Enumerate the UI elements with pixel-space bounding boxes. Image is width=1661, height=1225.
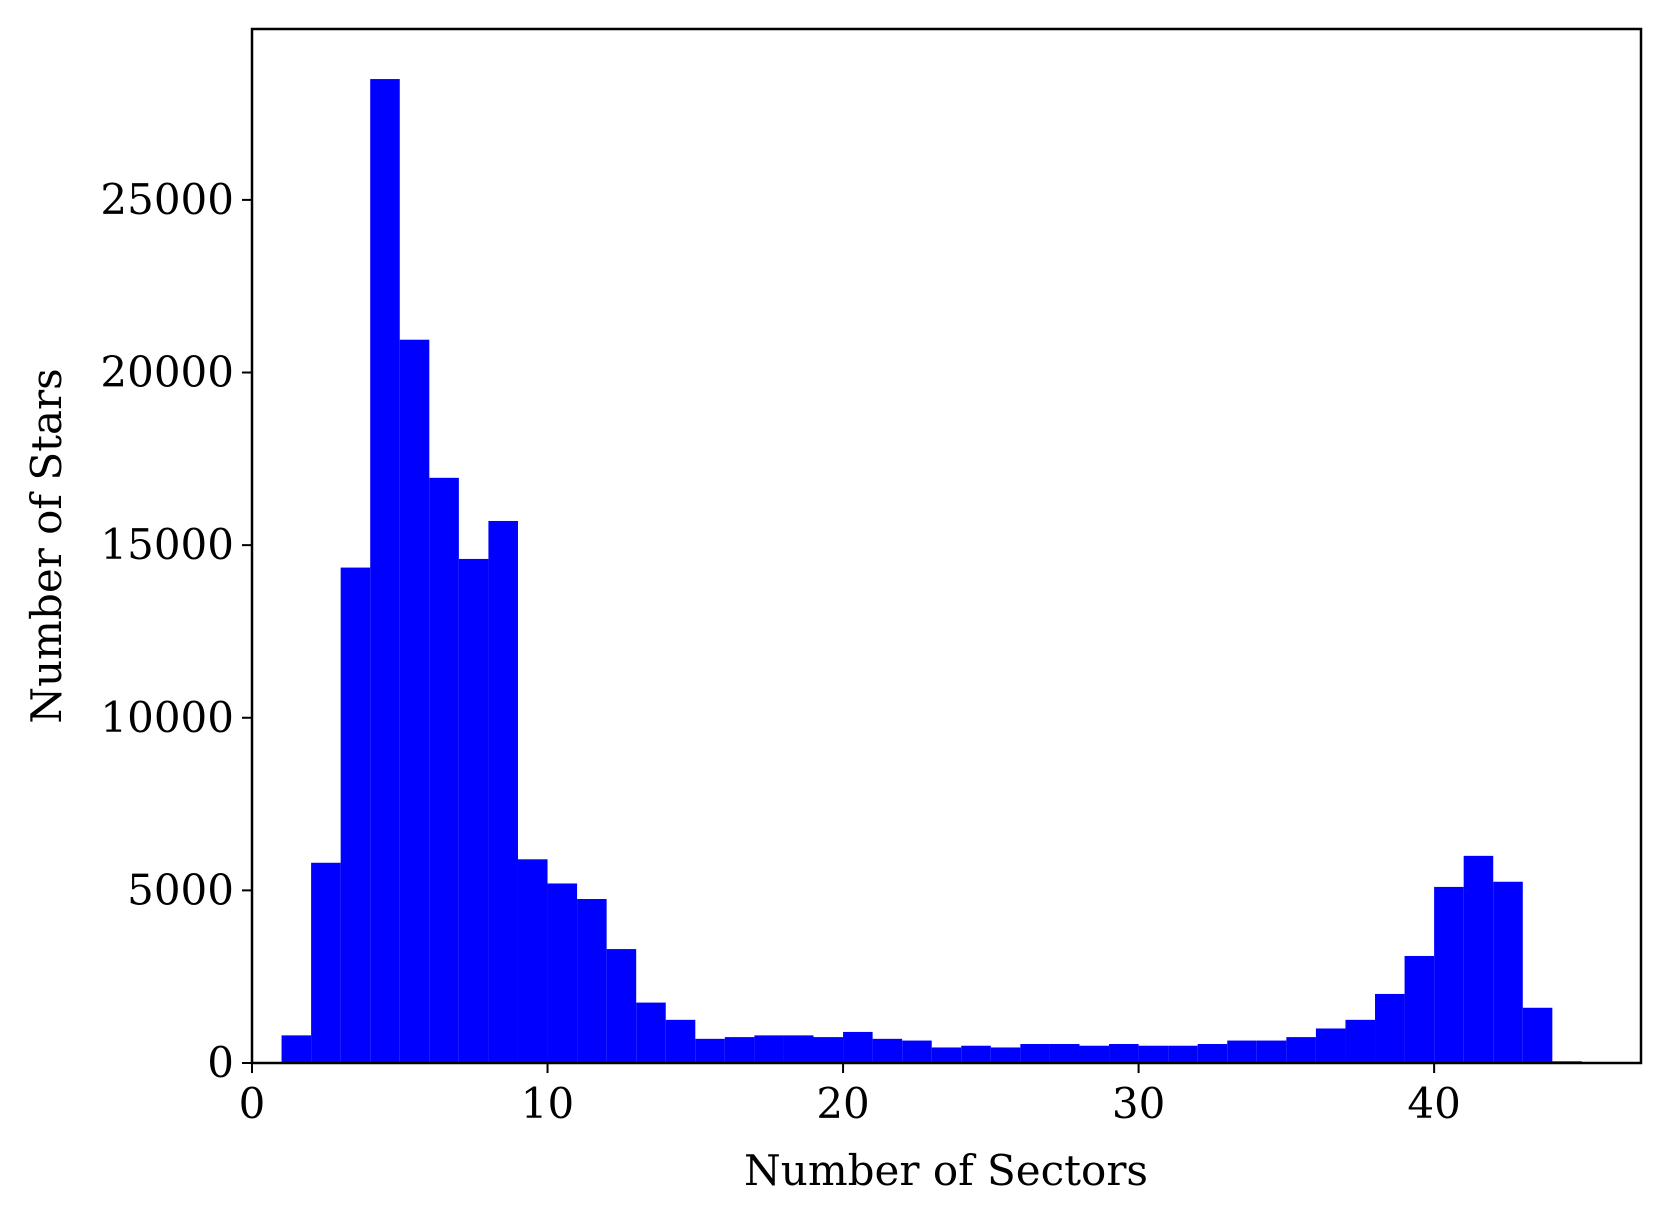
histogram-bar: [517, 859, 548, 1063]
histogram-bar: [1463, 855, 1494, 1063]
x-tick-label: 30: [1112, 1079, 1165, 1128]
histogram-bar: [1434, 886, 1464, 1063]
histogram-bar: [695, 1038, 725, 1063]
histogram-bar: [843, 1031, 873, 1063]
y-tick-label: 10000: [100, 693, 234, 742]
histogram-bar: [1197, 1044, 1228, 1063]
x-tick-label: 10: [521, 1079, 574, 1128]
histogram-bar: [370, 79, 400, 1063]
histogram-bar: [458, 558, 489, 1063]
histogram-bar: [1345, 1019, 1376, 1063]
histogram-bar: [1286, 1037, 1316, 1063]
histogram-bar: [547, 883, 578, 1063]
histogram-bar: [724, 1037, 755, 1063]
y-tick-label: 20000: [100, 348, 234, 397]
histogram-bar: [429, 477, 459, 1063]
y-tick-label: 0: [207, 1038, 234, 1087]
x-tick-label: 40: [1407, 1079, 1460, 1128]
histogram-bar: [961, 1045, 991, 1063]
histogram-bar: [1168, 1045, 1198, 1063]
histogram-bar: [813, 1037, 844, 1063]
x-tick-label: 0: [239, 1079, 266, 1128]
histogram-bar: [606, 949, 637, 1063]
histogram-bar: [931, 1047, 962, 1063]
histogram-bar: [665, 1019, 696, 1063]
x-tick-label: 20: [816, 1079, 869, 1128]
histogram-bar: [872, 1038, 903, 1063]
histogram-bar: [1109, 1044, 1139, 1063]
histogram-bar: [488, 520, 518, 1063]
histogram-bar: [577, 899, 607, 1063]
histogram-bar: [1375, 993, 1405, 1063]
y-tick-label: 5000: [127, 865, 234, 914]
y-tick-label: 25000: [100, 175, 234, 224]
histogram-bar: [1404, 955, 1435, 1063]
histogram-bar: [1020, 1044, 1050, 1063]
x-axis-ticks: 0 10 20 30 40: [239, 1063, 1461, 1128]
y-tick-label: 15000: [100, 520, 234, 569]
plot-frame: [250, 27, 1643, 1065]
histogram-bar: [783, 1035, 814, 1063]
histogram-bar: [902, 1040, 932, 1063]
histogram-bar: [340, 567, 371, 1063]
histogram-bar: [1227, 1040, 1257, 1063]
histogram-bar: [1049, 1044, 1080, 1063]
y-axis-label: Number of Stars: [22, 368, 71, 723]
histogram-bar: [754, 1035, 784, 1063]
y-axis-ticks: 0 5000 10000 15000 20000 25000: [100, 175, 252, 1087]
histogram-bar: [990, 1047, 1021, 1063]
histogram-bar: [1138, 1045, 1169, 1063]
x-axis-label: Number of Sectors: [744, 1146, 1148, 1195]
histogram-bar: [311, 862, 341, 1063]
bars-group: [281, 79, 1582, 1063]
histogram-bar: [636, 1002, 666, 1063]
histogram-bar: [1256, 1040, 1287, 1063]
histogram-bar: [399, 339, 430, 1063]
histogram-bar: [1315, 1028, 1346, 1063]
histogram-bar: [1522, 1007, 1553, 1063]
histogram-bar: [281, 1035, 312, 1063]
histogram-bar: [1079, 1045, 1110, 1063]
histogram-bar: [1493, 881, 1523, 1063]
